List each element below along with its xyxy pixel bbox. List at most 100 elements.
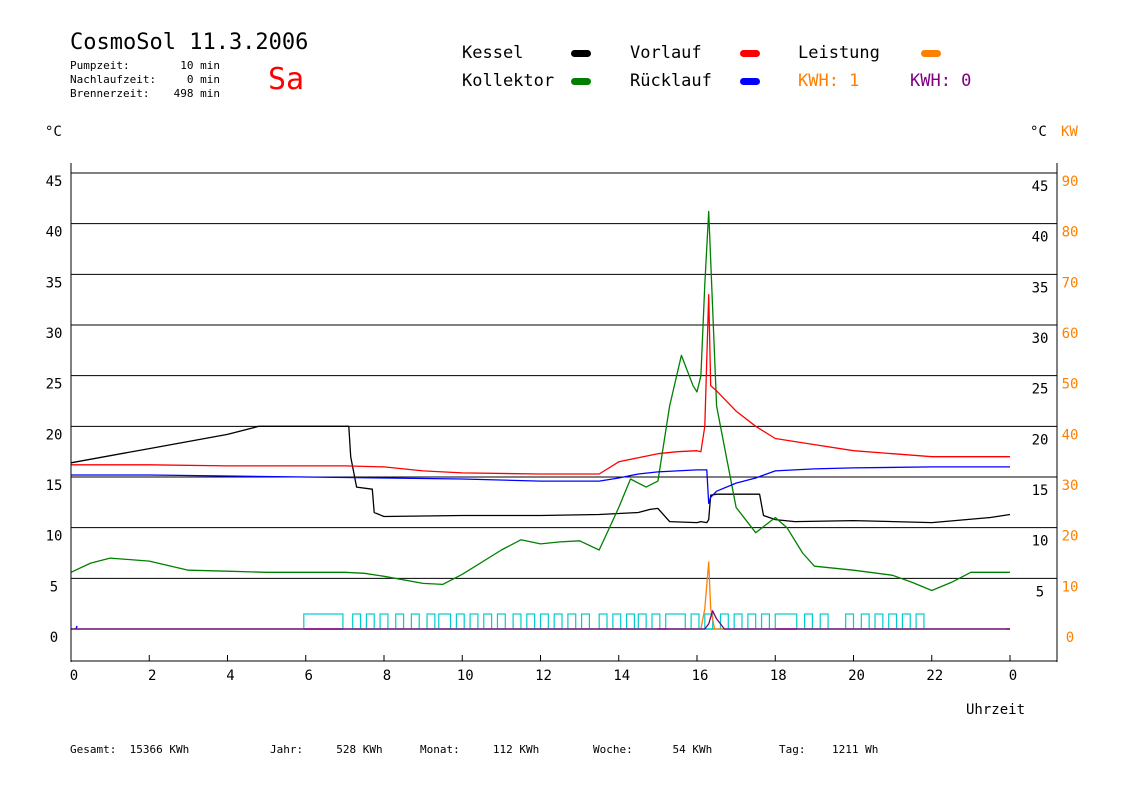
series-lines — [70, 210, 1011, 630]
y-tick-label-power: 40 — [1062, 427, 1079, 443]
weekday-label: Sa — [268, 62, 305, 97]
y-tick-label-left: 5 — [50, 579, 58, 595]
info-label: Nachlaufzeit: — [70, 73, 157, 86]
y-tick-label-left: 20 — [46, 427, 63, 443]
pump-status-box — [888, 613, 898, 630]
footer-value: 112 KWh — [492, 743, 540, 756]
legend-swatch-ruecklauf — [740, 78, 760, 85]
info-row-nachlaufzeit: Nachlaufzeit: 0 min — [70, 73, 220, 87]
pump-status-box — [819, 613, 829, 630]
y-tick-label-right: 15 — [1032, 483, 1049, 499]
y-tick-label-right: 25 — [1032, 382, 1049, 398]
y-tick-label-left: 45 — [46, 174, 63, 190]
pump-status-box — [580, 613, 591, 630]
y-tick-label-power: 70 — [1062, 275, 1079, 291]
pump-status-box — [845, 613, 855, 630]
grid-lines — [71, 172, 1057, 579]
legend-kollektor: Kollektor — [462, 71, 555, 91]
pump-status-box — [512, 613, 522, 630]
series-line-kollektor — [70, 210, 1010, 592]
footer-label: Gesamt: — [70, 743, 117, 756]
pump-status-box — [901, 613, 911, 630]
pump-status-box — [637, 613, 647, 630]
x-tick-label: 2 — [148, 668, 156, 684]
pump-status-bars — [71, 613, 1010, 630]
series-line-kwh-0 — [71, 610, 1010, 630]
pump-status-box — [365, 613, 375, 630]
legend-swatch-kollektor — [571, 78, 591, 85]
pump-status-box — [690, 613, 700, 630]
footer-value: 15366 KWh — [129, 743, 190, 756]
y-tick-label-left: 0 — [50, 630, 58, 646]
y-axis-label-left: °C — [45, 124, 62, 140]
legend-swatch-kessel — [571, 50, 591, 57]
legend-swatch-leistung — [921, 50, 941, 57]
footer-jahr: Jahr: 528 KWh — [270, 743, 383, 756]
pump-status-box — [733, 613, 743, 630]
x-tick-label: 0 — [70, 668, 78, 684]
info-block: Pumpzeit: 10 min Nachlaufzeit: 0 min Bre… — [70, 59, 220, 101]
footer-value: 54 KWh — [672, 743, 713, 756]
x-tick-label: 12 — [535, 668, 552, 684]
pump-status-box — [774, 613, 798, 630]
pump-status-box — [915, 613, 925, 630]
chart-title: CosmoSol 11.3.2006 — [70, 30, 309, 55]
pump-status-box — [539, 613, 549, 630]
pump-status-box — [719, 613, 729, 630]
legend-ruecklauf: Rücklauf — [630, 71, 712, 91]
pump-status-box — [598, 613, 608, 630]
pump-status-box — [747, 613, 757, 630]
pump-status-box — [874, 613, 884, 630]
footer-label: Woche: — [593, 743, 633, 756]
y-axis-label-power: KW — [1061, 124, 1078, 140]
footer-label: Jahr: — [270, 743, 304, 756]
pump-status-box — [455, 613, 465, 630]
pump-status-box — [496, 613, 506, 630]
info-value: 10 min — [180, 59, 220, 72]
y-tick-label-power: 60 — [1062, 326, 1079, 342]
y-tick-label-power: 20 — [1062, 529, 1079, 545]
x-tick-label: 18 — [770, 668, 787, 684]
pump-status-box — [426, 613, 436, 630]
y-tick-label-right: 20 — [1032, 432, 1049, 448]
x-tick-label: 4 — [226, 668, 234, 684]
pump-status-box — [352, 613, 362, 630]
info-label: Brennerzeit: — [70, 87, 150, 100]
pump-status-box — [395, 613, 405, 630]
series-line-kessel — [70, 425, 1011, 524]
legend-kwh1: KWH: 1 — [798, 71, 860, 91]
info-row-pumpzeit: Pumpzeit: 10 min — [70, 59, 220, 73]
y-tick-label-power: 80 — [1062, 225, 1079, 241]
pump-status-box — [860, 613, 870, 630]
y-tick-label-left: 30 — [46, 326, 63, 342]
y-tick-label-right: 35 — [1032, 280, 1049, 296]
x-tick-label: 16 — [692, 668, 709, 684]
pump-status-box — [665, 613, 686, 630]
pump-status-box — [379, 613, 389, 630]
y-tick-label-power: 0 — [1066, 630, 1074, 646]
footer-label: Monat: — [420, 743, 460, 756]
y-tick-label-right: 40 — [1032, 230, 1049, 246]
x-axis-label: Uhrzeit — [966, 702, 1025, 718]
pump-status-box — [803, 613, 814, 630]
pump-status-box — [612, 613, 622, 630]
info-row-brennerzeit: Brennerzeit: 498 min — [70, 87, 220, 101]
x-tick-label: 14 — [613, 668, 630, 684]
pump-status-box — [303, 613, 344, 630]
footer-label: Tag: — [779, 743, 806, 756]
footer-monat: Monat: 112 KWh — [420, 743, 539, 756]
y-tick-label-power: 90 — [1062, 174, 1079, 190]
info-value: 498 min — [173, 87, 220, 100]
pump-status-box — [526, 613, 536, 630]
legend-leistung: Leistung — [798, 43, 880, 63]
x-tick-label: 6 — [305, 668, 313, 684]
pump-status-box — [438, 613, 452, 630]
pump-status-box — [469, 613, 479, 630]
x-tick-label: 22 — [926, 668, 943, 684]
footer-tag: Tag: 1211 Wh — [779, 743, 878, 756]
pump-status-box — [760, 613, 770, 630]
series-line-vorlauf — [71, 293, 1010, 475]
y-tick-label-power: 50 — [1062, 377, 1079, 393]
pump-status-box — [553, 613, 563, 630]
